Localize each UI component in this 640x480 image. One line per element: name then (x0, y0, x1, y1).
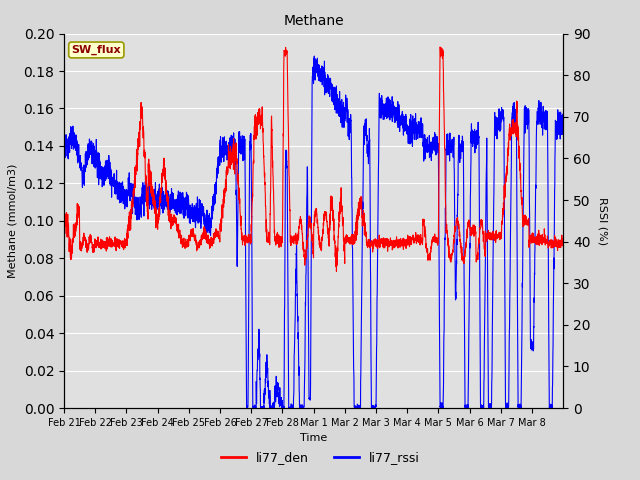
Text: SW_flux: SW_flux (72, 45, 121, 55)
Y-axis label: Methane (mmol/m3): Methane (mmol/m3) (8, 164, 18, 278)
Legend: li77_den, li77_rssi: li77_den, li77_rssi (216, 446, 424, 469)
X-axis label: Time: Time (300, 433, 327, 443)
Title: Methane: Methane (284, 14, 344, 28)
Y-axis label: RSSI (%): RSSI (%) (597, 197, 607, 245)
